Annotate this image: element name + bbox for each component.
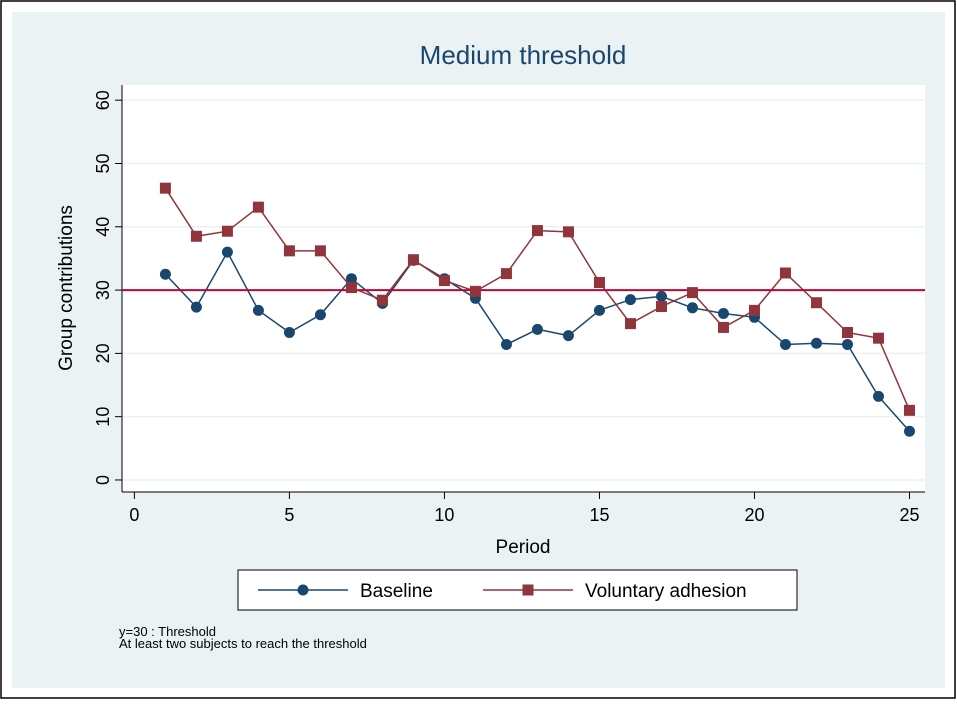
marker (531, 225, 543, 237)
marker (345, 282, 357, 294)
marker (314, 309, 326, 321)
legend-label: Baseline (360, 581, 433, 602)
x-tick-label: 0 (129, 505, 139, 525)
y-tick-label: 50 (93, 153, 113, 173)
marker (283, 326, 295, 338)
chart-title: Medium threshold (420, 40, 627, 70)
marker (748, 304, 760, 316)
marker (314, 245, 326, 257)
marker (531, 323, 543, 335)
marker (686, 287, 698, 299)
marker (686, 302, 698, 314)
marker (717, 308, 729, 320)
marker (159, 268, 171, 280)
marker (469, 285, 481, 297)
marker (221, 225, 233, 237)
legend-label: Voluntary adhesion (585, 581, 747, 602)
y-tick-label: 30 (93, 280, 113, 300)
marker (407, 254, 419, 266)
marker (779, 339, 791, 351)
note: At least two subjects to reach the thres… (119, 636, 367, 651)
x-tick-label: 20 (744, 505, 764, 525)
marker (190, 230, 202, 242)
marker (283, 245, 295, 257)
marker (624, 318, 636, 330)
y-tick-label: 20 (93, 343, 113, 363)
marker (500, 268, 512, 280)
x-tick-label: 15 (589, 505, 609, 525)
y-tick-label: 60 (93, 90, 113, 110)
y-axis-label: Group contributions (56, 205, 77, 371)
marker (841, 326, 853, 338)
marker (810, 297, 822, 309)
marker (500, 339, 512, 351)
marker (252, 201, 264, 213)
marker (562, 226, 574, 238)
marker (655, 301, 667, 313)
marker (841, 339, 853, 351)
marker (903, 404, 915, 416)
marker (159, 182, 171, 194)
marker (655, 290, 667, 302)
x-tick-label: 25 (899, 505, 919, 525)
marker (717, 321, 729, 333)
marker (562, 330, 574, 342)
marker (779, 267, 791, 279)
marker (903, 425, 915, 437)
marker (872, 332, 884, 344)
marker (872, 390, 884, 402)
marker (438, 275, 450, 287)
y-tick-label: 0 (93, 475, 113, 485)
marker (624, 294, 636, 306)
marker (252, 304, 264, 316)
y-tick-label: 40 (93, 217, 113, 237)
legend-marker (522, 584, 534, 596)
marker (221, 246, 233, 258)
marker (593, 304, 605, 316)
plot-area (122, 85, 925, 492)
marker (376, 294, 388, 306)
marker (190, 301, 202, 313)
x-tick-label: 10 (434, 505, 454, 525)
x-axis-label: Period (496, 537, 551, 558)
marker (345, 273, 357, 285)
legend-marker (297, 584, 309, 596)
x-tick-label: 5 (284, 505, 294, 525)
marker (593, 276, 605, 288)
note: y=30 : Threshold (119, 624, 216, 639)
marker (810, 337, 822, 349)
y-tick-label: 10 (93, 407, 113, 427)
